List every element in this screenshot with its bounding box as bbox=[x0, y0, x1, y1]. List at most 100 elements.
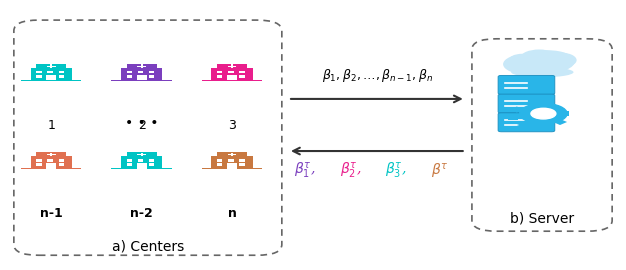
Bar bbox=[138, 71, 143, 73]
Bar bbox=[126, 159, 132, 161]
Bar bbox=[36, 163, 42, 166]
Bar bbox=[58, 163, 64, 166]
Circle shape bbox=[520, 103, 567, 124]
Bar bbox=[546, 103, 560, 110]
Ellipse shape bbox=[503, 54, 550, 74]
Bar bbox=[121, 68, 162, 80]
Bar bbox=[111, 168, 172, 169]
Bar bbox=[228, 75, 233, 77]
Text: n: n bbox=[227, 207, 237, 220]
Ellipse shape bbox=[509, 54, 536, 67]
Bar bbox=[48, 71, 53, 73]
Bar bbox=[48, 163, 53, 166]
Text: $\beta_1, \beta_2, \ldots, \beta_{n-1}, \beta_n$: $\beta_1, \beta_2, \ldots, \beta_{n-1}, … bbox=[322, 67, 433, 84]
Bar bbox=[126, 71, 132, 73]
Bar bbox=[126, 152, 156, 157]
Text: • • •: • • • bbox=[125, 116, 158, 130]
Text: $\beta_3^{\tau}$,: $\beta_3^{\tau}$, bbox=[385, 161, 407, 181]
Bar bbox=[217, 163, 222, 166]
Ellipse shape bbox=[545, 53, 577, 68]
Bar bbox=[46, 163, 56, 168]
Bar bbox=[212, 156, 252, 168]
Bar bbox=[47, 154, 56, 155]
Bar bbox=[136, 75, 146, 80]
Bar bbox=[239, 163, 245, 166]
Bar bbox=[36, 64, 66, 69]
Bar bbox=[228, 71, 233, 73]
Bar bbox=[36, 75, 42, 77]
Bar bbox=[231, 153, 233, 156]
Bar bbox=[217, 159, 222, 161]
Bar bbox=[21, 168, 81, 169]
Text: 3: 3 bbox=[228, 119, 236, 132]
Bar bbox=[36, 71, 42, 73]
Text: $\beta_1^{\tau}$,: $\beta_1^{\tau}$, bbox=[294, 161, 316, 181]
Bar bbox=[126, 75, 132, 77]
Text: 1: 1 bbox=[48, 119, 55, 132]
Bar bbox=[149, 163, 155, 166]
Bar bbox=[239, 159, 245, 161]
Text: $\beta_2^{\tau}$,: $\beta_2^{\tau}$, bbox=[340, 161, 361, 181]
Bar bbox=[217, 64, 247, 69]
Bar bbox=[137, 154, 146, 155]
Bar bbox=[202, 168, 262, 169]
Bar bbox=[231, 64, 233, 68]
Bar bbox=[141, 153, 143, 156]
Text: a) Centers: a) Centers bbox=[111, 240, 184, 254]
FancyBboxPatch shape bbox=[472, 39, 612, 231]
Bar bbox=[50, 64, 52, 68]
FancyBboxPatch shape bbox=[498, 75, 555, 94]
Bar bbox=[217, 75, 222, 77]
Bar bbox=[239, 71, 245, 73]
Bar bbox=[46, 75, 56, 80]
Bar bbox=[58, 159, 64, 161]
Ellipse shape bbox=[523, 50, 575, 73]
FancyBboxPatch shape bbox=[14, 20, 282, 255]
Bar bbox=[227, 163, 237, 168]
Bar bbox=[239, 75, 245, 77]
Circle shape bbox=[531, 108, 556, 119]
Bar bbox=[58, 71, 64, 73]
Bar bbox=[21, 80, 81, 81]
Bar bbox=[228, 154, 237, 155]
Bar bbox=[149, 71, 155, 73]
Text: b) Server: b) Server bbox=[510, 212, 575, 226]
Bar bbox=[136, 163, 146, 168]
Bar bbox=[202, 80, 262, 81]
Bar bbox=[227, 75, 237, 80]
Bar bbox=[47, 66, 56, 67]
FancyBboxPatch shape bbox=[498, 113, 555, 132]
Bar bbox=[31, 156, 72, 168]
Bar bbox=[137, 66, 146, 67]
Bar bbox=[228, 66, 237, 67]
Bar bbox=[50, 153, 52, 156]
Bar bbox=[559, 112, 569, 116]
Bar bbox=[149, 159, 155, 161]
Bar bbox=[538, 124, 548, 129]
Ellipse shape bbox=[511, 67, 573, 77]
Ellipse shape bbox=[521, 49, 558, 66]
Bar bbox=[58, 75, 64, 77]
Bar bbox=[217, 71, 222, 73]
Bar bbox=[141, 64, 143, 68]
Bar bbox=[149, 75, 155, 77]
Text: 2: 2 bbox=[138, 119, 146, 132]
Bar bbox=[138, 163, 143, 166]
Bar bbox=[121, 156, 162, 168]
Bar bbox=[228, 163, 233, 166]
Bar bbox=[31, 68, 72, 80]
Bar bbox=[508, 116, 518, 120]
Bar bbox=[111, 80, 172, 81]
Text: n-1: n-1 bbox=[40, 207, 63, 220]
Bar bbox=[517, 122, 531, 128]
Bar bbox=[36, 152, 66, 157]
Bar bbox=[126, 163, 132, 166]
Bar bbox=[126, 64, 156, 69]
Bar bbox=[138, 75, 143, 77]
Bar bbox=[217, 152, 247, 157]
Bar bbox=[36, 159, 42, 161]
Bar bbox=[510, 106, 524, 113]
Bar bbox=[48, 159, 53, 161]
Text: n-2: n-2 bbox=[130, 207, 153, 220]
Bar bbox=[228, 159, 233, 161]
